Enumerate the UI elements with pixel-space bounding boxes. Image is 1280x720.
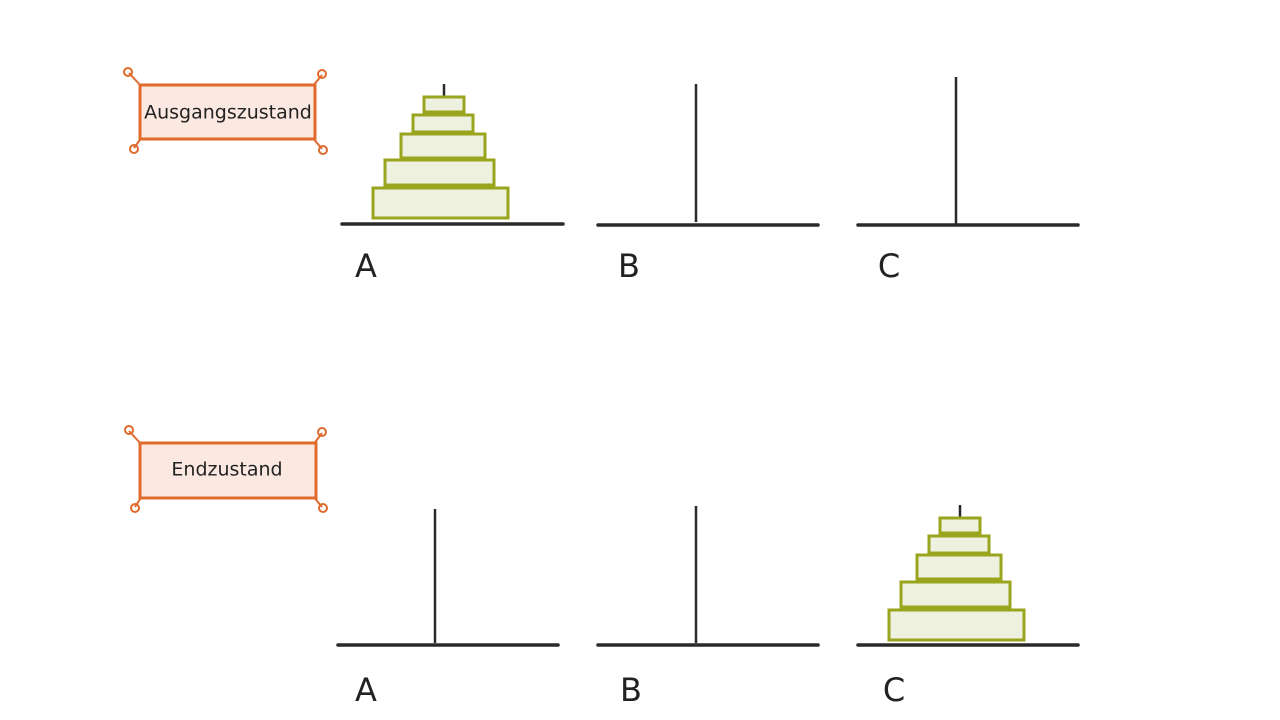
disk bbox=[887, 608, 1026, 642]
disk bbox=[938, 516, 982, 535]
disk bbox=[383, 158, 496, 187]
disk bbox=[422, 95, 466, 114]
peg-label: B bbox=[618, 247, 640, 285]
disk bbox=[411, 113, 475, 134]
label-box: Endzustand bbox=[124, 425, 328, 513]
state-final: Endzustand A B C bbox=[124, 425, 1080, 709]
disk bbox=[915, 553, 1003, 581]
peg-label: C bbox=[878, 247, 900, 285]
disk bbox=[399, 132, 487, 160]
disk bbox=[927, 534, 991, 555]
state-label: Ausgangszustand bbox=[144, 102, 312, 124]
peg-label: A bbox=[355, 247, 377, 285]
peg-label: B bbox=[620, 671, 642, 709]
disk bbox=[899, 580, 1012, 609]
peg-label: A bbox=[355, 671, 377, 709]
state-initial: Ausgangszustand A B C bbox=[123, 67, 1080, 285]
peg-label: C bbox=[883, 671, 905, 709]
disk bbox=[371, 186, 510, 220]
label-box: Ausgangszustand bbox=[123, 67, 328, 155]
state-label: Endzustand bbox=[171, 459, 282, 481]
